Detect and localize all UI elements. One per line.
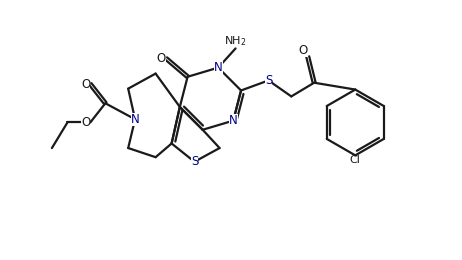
Text: Cl: Cl (350, 155, 361, 165)
Text: S: S (191, 155, 198, 168)
Text: O: O (157, 52, 166, 65)
Text: S: S (265, 74, 272, 87)
Text: O: O (81, 77, 90, 90)
Text: O: O (81, 116, 90, 129)
Text: N: N (214, 61, 223, 74)
Text: N: N (131, 113, 140, 126)
Text: N: N (229, 114, 237, 127)
Text: O: O (298, 44, 308, 57)
Text: NH$_2$: NH$_2$ (224, 35, 247, 48)
